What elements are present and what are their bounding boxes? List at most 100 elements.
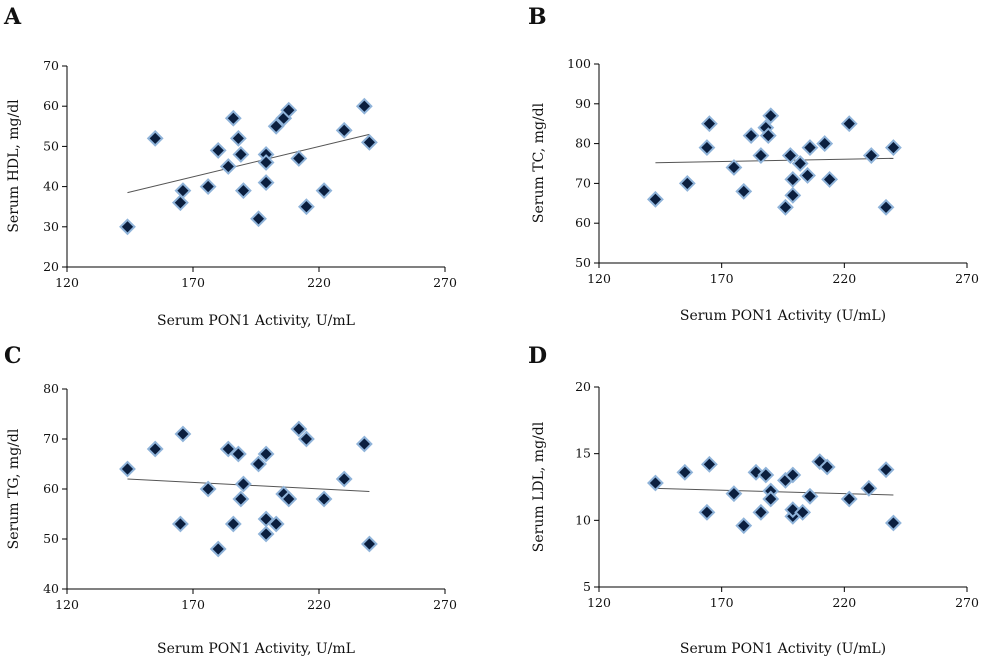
- trendline: [655, 157, 894, 164]
- data-point-marker: [267, 515, 285, 533]
- y-tick-label: 50: [43, 138, 59, 153]
- data-point-marker: [700, 115, 718, 133]
- y-tick-label: 20: [575, 379, 591, 394]
- data-point-marker: [209, 142, 227, 159]
- y-tick-label: 70: [575, 175, 591, 190]
- y-tick-label: 40: [43, 179, 59, 194]
- y-axis-label: Serum HDL, mg/dl: [6, 99, 22, 233]
- data-point-marker: [840, 490, 858, 508]
- x-tick-label: 120: [55, 275, 79, 290]
- y-tick-label: 90: [575, 96, 591, 111]
- x-axis-label: Serum PON1 Activity (U/mL): [680, 308, 886, 324]
- chart-panel-c: C 40 50 60 70 80 120 170 220 270 Serum PON1 Activi…: [4, 343, 457, 657]
- data-point-marker: [171, 515, 189, 533]
- data-point-marker: [360, 133, 378, 151]
- data-point-marker: [816, 135, 834, 153]
- data-point-marker: [234, 475, 252, 493]
- data-point-marker: [818, 458, 836, 476]
- y-tick-label: 5: [583, 579, 591, 594]
- data-point-marker: [335, 121, 353, 139]
- data-point-marker: [232, 490, 250, 508]
- data-point-marker: [821, 171, 839, 188]
- x-tick-label: 120: [587, 271, 611, 286]
- x-tick-label: 120: [55, 597, 79, 612]
- data-point-marker: [250, 210, 267, 228]
- data-point-marker: [784, 501, 802, 519]
- x-tick-label: 270: [433, 597, 457, 612]
- data-point-marker: [884, 514, 902, 532]
- y-tick-label: 50: [43, 531, 59, 546]
- x-tick-label: 220: [832, 271, 856, 286]
- data-point-marker: [678, 174, 696, 192]
- data-point-marker: [174, 425, 192, 443]
- data-point-marker: [700, 455, 718, 473]
- y-tick-label: 100: [567, 56, 591, 71]
- data-point-marker: [784, 186, 802, 204]
- data-point-marker: [257, 174, 275, 191]
- data-point-marker: [250, 455, 267, 473]
- x-axis-label: Serum PON1 Activity, U/mL: [157, 313, 355, 329]
- y-tick-label: 80: [43, 381, 59, 396]
- data-point-marker: [860, 479, 878, 497]
- y-tick-label: 70: [43, 431, 59, 446]
- data-point-marker: [759, 127, 777, 145]
- data-point-marker: [335, 470, 353, 488]
- x-tick-label: 220: [307, 597, 331, 612]
- data-point-marker: [735, 182, 753, 200]
- y-tick-label: 50: [575, 255, 591, 270]
- data-point-marker: [232, 146, 250, 163]
- data-point-marker: [784, 466, 802, 484]
- x-tick-label: 170: [710, 595, 734, 610]
- data-point-marker: [257, 154, 275, 171]
- chart-panel-b: B 50 60 70 80 90 100 120 170 220 270 Serum PON1 Act…: [528, 4, 979, 324]
- y-tick-label: 30: [43, 219, 59, 234]
- y-tick-label: 60: [43, 98, 59, 113]
- data-point-marker: [801, 487, 819, 505]
- data-point-marker: [315, 490, 333, 508]
- data-point-marker: [297, 430, 315, 448]
- x-tick-label: 220: [307, 275, 331, 290]
- data-point-marker: [234, 182, 252, 200]
- data-point-marker: [752, 147, 770, 164]
- y-axis-label: Serum LDL, mg/dl: [531, 421, 547, 552]
- panel-letter: A: [3, 4, 22, 30]
- y-tick-label: 40: [43, 581, 59, 596]
- x-tick-label: 270: [955, 271, 979, 286]
- data-point-marker: [199, 480, 217, 498]
- data-point-marker: [290, 150, 308, 167]
- chart-panel-d: D 5 10 15 20 120 170 220 270 Serum PON1 Activity …: [528, 343, 979, 657]
- y-tick-label: 80: [575, 136, 591, 151]
- data-point-marker: [725, 485, 743, 503]
- trendline: [127, 133, 370, 194]
- data-point-marker: [280, 490, 298, 508]
- data-point-marker: [777, 198, 794, 216]
- data-point-marker: [315, 182, 333, 200]
- data-point-marker: [171, 194, 189, 212]
- x-tick-label: 270: [955, 595, 979, 610]
- data-point-marker: [877, 198, 895, 216]
- x-tick-label: 270: [433, 275, 457, 290]
- x-axis-label: Serum PON1 Activity (U/mL): [680, 641, 886, 657]
- data-point-marker: [647, 474, 664, 492]
- data-point-marker: [146, 440, 164, 458]
- data-point-marker: [229, 445, 247, 463]
- data-point-marker: [119, 460, 136, 478]
- data-point-marker: [752, 503, 770, 521]
- panel-letter: C: [4, 343, 22, 369]
- data-point-marker: [229, 129, 247, 147]
- data-point-marker: [647, 190, 664, 208]
- data-point-marker: [801, 139, 819, 156]
- data-point-marker: [762, 107, 780, 125]
- chart-panel-a: A 20 30 40 50 60 70 120 170 220 270 Serum PON1 Acti…: [3, 4, 457, 329]
- panel-letter: B: [528, 4, 547, 30]
- data-point-marker: [742, 127, 760, 145]
- data-point-marker: [799, 167, 816, 184]
- data-point-marker: [224, 515, 242, 533]
- data-point-marker: [784, 171, 802, 188]
- data-point-marker: [698, 503, 716, 521]
- data-point-marker: [219, 158, 237, 175]
- data-point-marker: [119, 218, 136, 236]
- data-point-marker: [174, 182, 192, 200]
- data-point-marker: [862, 147, 880, 164]
